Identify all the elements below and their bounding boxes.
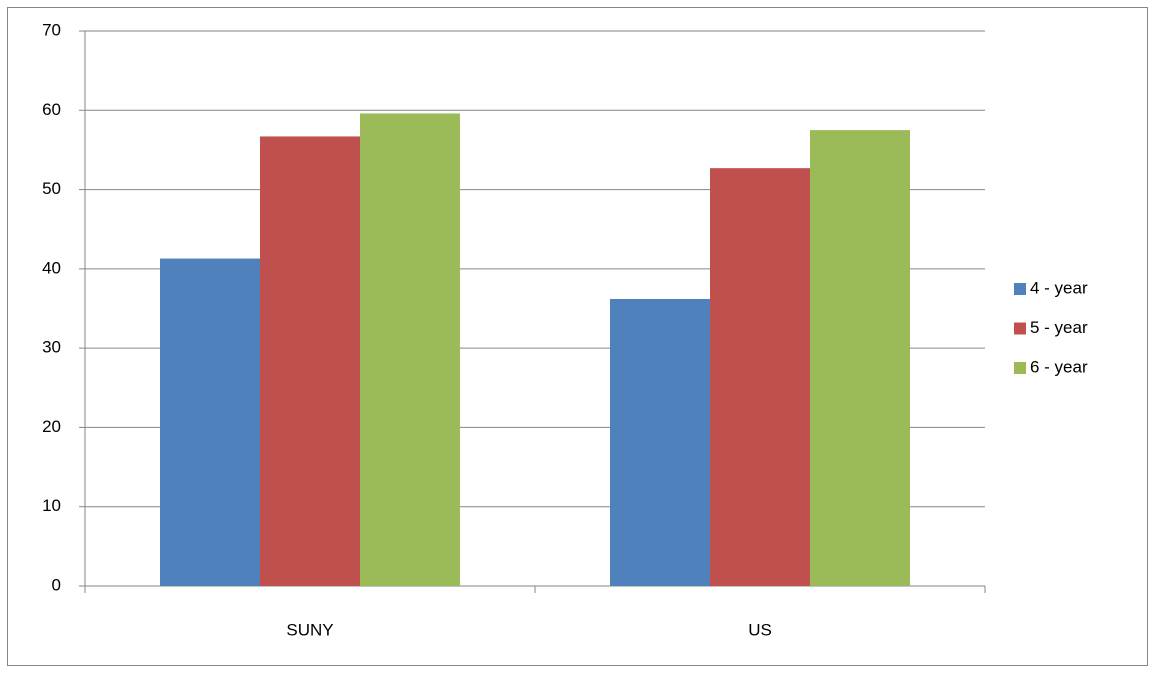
y-tick-label: 20 [42,417,61,436]
bar [260,136,360,586]
y-tick-label: 70 [42,20,61,39]
legend-label: 6 - year [1030,357,1088,376]
x-tick-label: US [748,620,772,639]
legend-swatch [1014,362,1026,374]
bar [160,258,260,586]
x-tick-label: SUNY [286,620,333,639]
y-tick-label: 0 [52,575,61,594]
legend-label: 5 - year [1030,318,1088,337]
bar [360,113,460,586]
y-tick-label: 50 [42,179,61,198]
y-tick-label: 30 [42,338,61,357]
y-tick-label: 60 [42,100,61,119]
y-tick-label: 10 [42,496,61,515]
legend-swatch [1014,283,1026,295]
legend-label: 4 - year [1030,278,1088,297]
bar [810,130,910,586]
y-tick-label: 40 [42,258,61,277]
bar [610,298,710,586]
legend-swatch [1014,322,1026,335]
bar [710,168,810,586]
